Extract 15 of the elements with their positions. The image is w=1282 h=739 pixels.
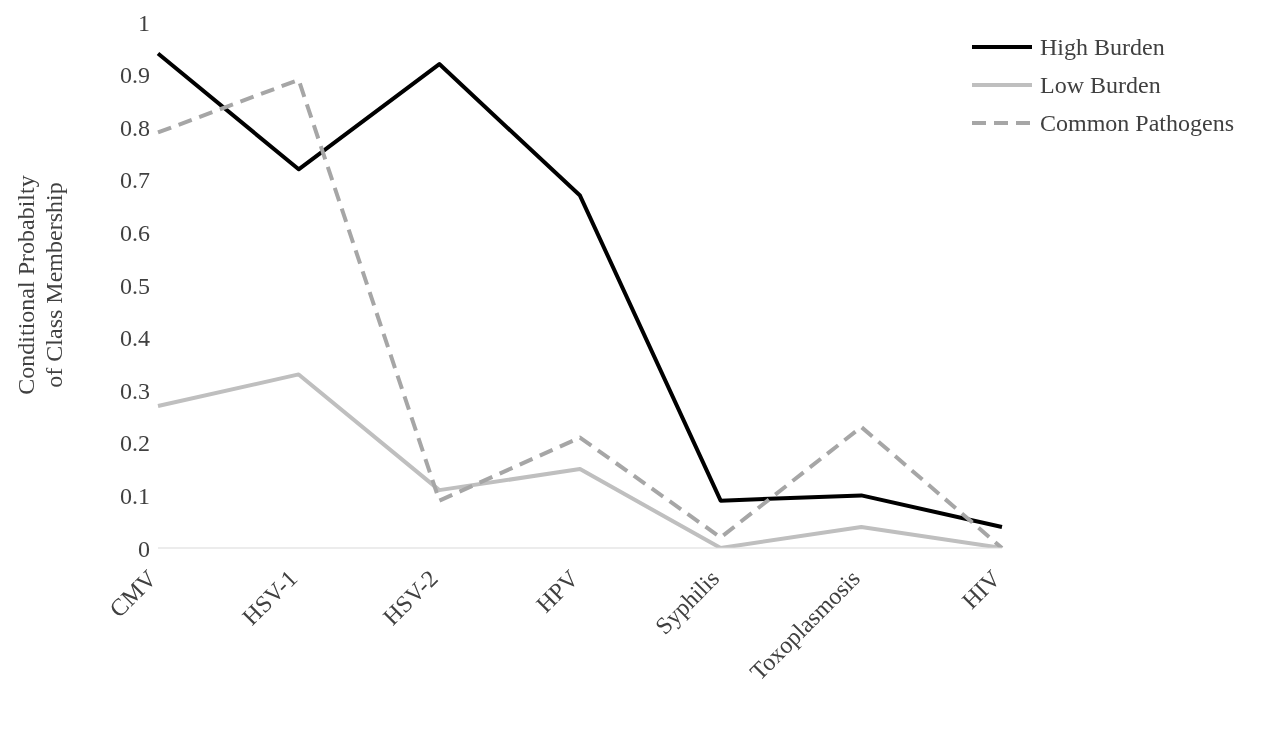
- y-axis-title: Conditional Probabilty of Class Membership: [13, 175, 67, 395]
- y-tick-label: 1: [138, 9, 150, 36]
- y-tick-label: 0.5: [120, 272, 150, 299]
- y-tick-label: 0.9: [120, 62, 150, 89]
- legend-label: High Burden: [1039, 33, 1165, 61]
- y-tick-label: 0.2: [120, 430, 150, 457]
- legend-label: Low Burden: [1039, 71, 1161, 99]
- y-tick-label: 0.3: [120, 377, 150, 404]
- y-tick-label: 0: [138, 535, 150, 562]
- y-tick-label: 0.6: [120, 219, 150, 246]
- y-tick-label: 0.8: [120, 114, 150, 141]
- y-tick-label: 0.1: [120, 482, 150, 509]
- legend-label: Common Pathogens: [1039, 109, 1234, 137]
- y-tick-label: 0.4: [120, 325, 150, 352]
- y-tick-label: 0.7: [120, 167, 150, 194]
